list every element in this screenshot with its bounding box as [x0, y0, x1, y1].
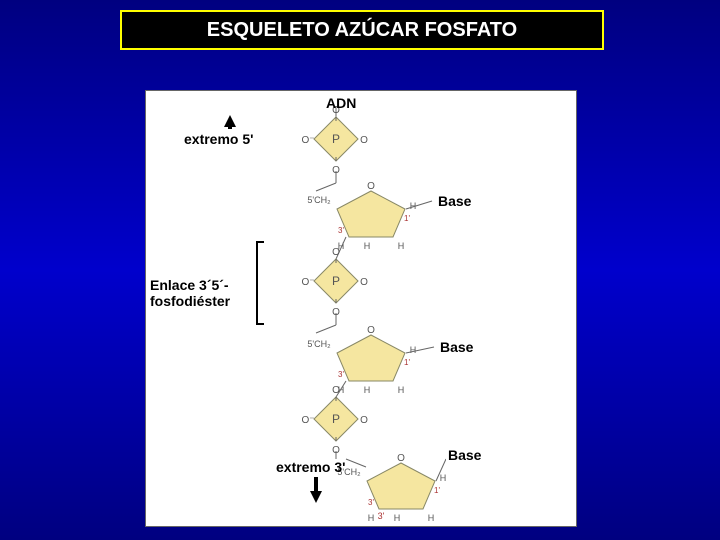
diagram-panel: ADN extremo 5' Enlace 3´5´- fosfodiéster…: [145, 90, 577, 527]
base-label-1: Base: [436, 193, 473, 209]
enlace-label: Enlace 3´5´- fosfodiéster: [150, 277, 230, 309]
extremo3-label: extremo 3': [276, 459, 345, 475]
base-label-2: Base: [438, 339, 475, 355]
base-label-3: Base: [446, 447, 483, 463]
slide-title: ESQUELETO AZÚCAR FOSFATO: [207, 19, 517, 42]
enlace-line2: fosfodiéster: [150, 293, 230, 309]
slide-root: ESQUELETO AZÚCAR FOSFATO ADN extremo 5' …: [0, 0, 720, 540]
arrow-up-shaft: [228, 127, 232, 129]
title-box: ESQUELETO AZÚCAR FOSFATO: [120, 10, 604, 50]
enlace-line1: Enlace 3´5´-: [150, 277, 230, 293]
arrow-down-shaft: [314, 477, 318, 491]
svg-text:3': 3': [378, 511, 385, 521]
arrow-up-head: [224, 115, 236, 127]
arrow-down-head: [310, 491, 322, 503]
extremo5-label: extremo 5': [184, 131, 253, 147]
adn-label: ADN: [326, 95, 356, 111]
bracket-icon: [256, 241, 264, 325]
